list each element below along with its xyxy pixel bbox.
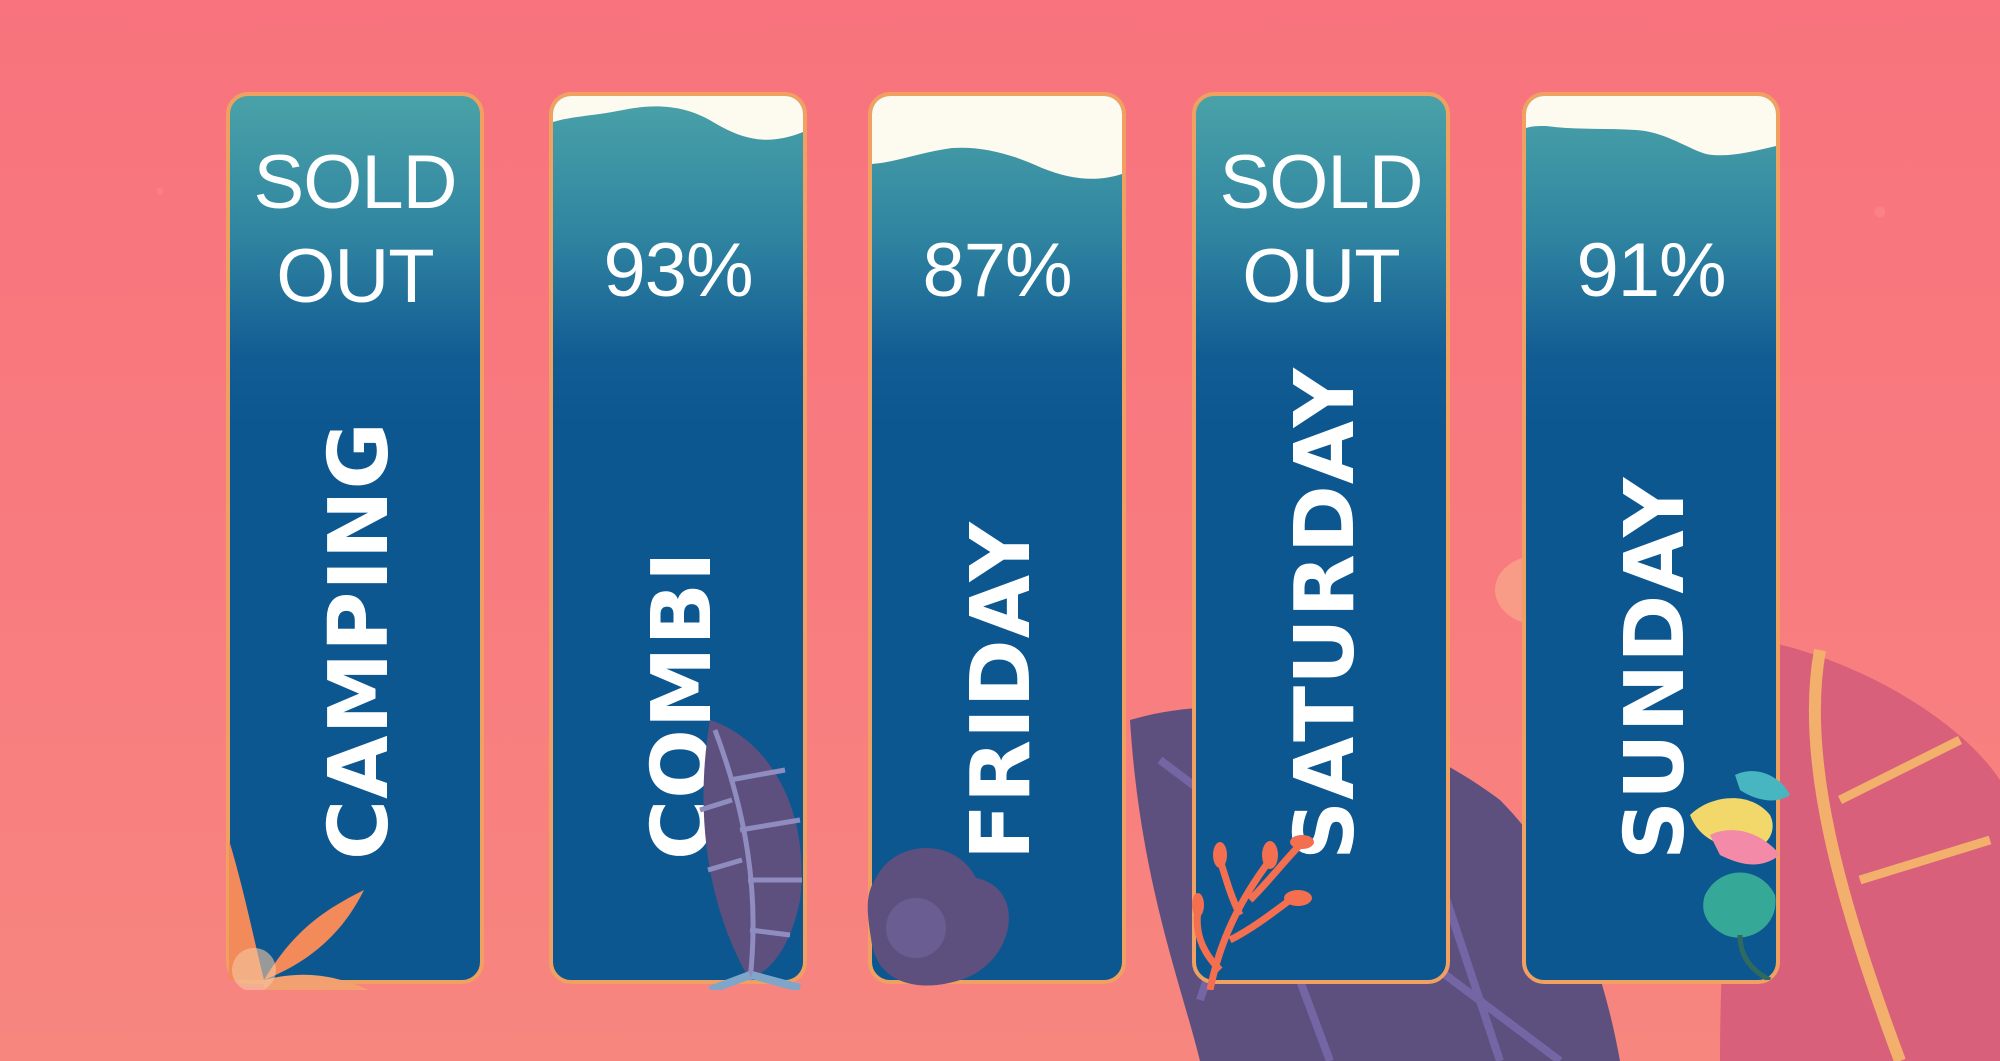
ticket-friday: 87% FRIDAY bbox=[868, 92, 1126, 984]
ticket-status: SOLD OUT bbox=[253, 140, 458, 319]
ticket-status: 87% bbox=[922, 228, 1072, 313]
ticket-saturday: SOLD OUT SATURDAY bbox=[1192, 92, 1450, 984]
ticket-name: SATURDAY bbox=[1278, 367, 1373, 860]
ticket-status: SOLD OUT bbox=[1219, 140, 1424, 319]
ticket-name: FRIDAY bbox=[954, 521, 1049, 860]
ticket-status: 93% bbox=[603, 228, 753, 313]
remaining-wave bbox=[872, 96, 1122, 179]
ticket-name: CAMPING bbox=[312, 421, 407, 860]
ticket-combi: 93% COMBI bbox=[549, 92, 807, 984]
ticket-camping: SOLD OUT CAMPING bbox=[226, 92, 484, 984]
remaining-wave bbox=[1526, 96, 1776, 156]
ticket-name: SUNDAY bbox=[1608, 476, 1703, 860]
remaining-wave bbox=[553, 96, 803, 140]
ticket-status: 91% bbox=[1576, 228, 1726, 313]
ticket-name: COMBI bbox=[635, 550, 730, 861]
ticket-sunday: 91% SUNDAY bbox=[1522, 92, 1780, 984]
